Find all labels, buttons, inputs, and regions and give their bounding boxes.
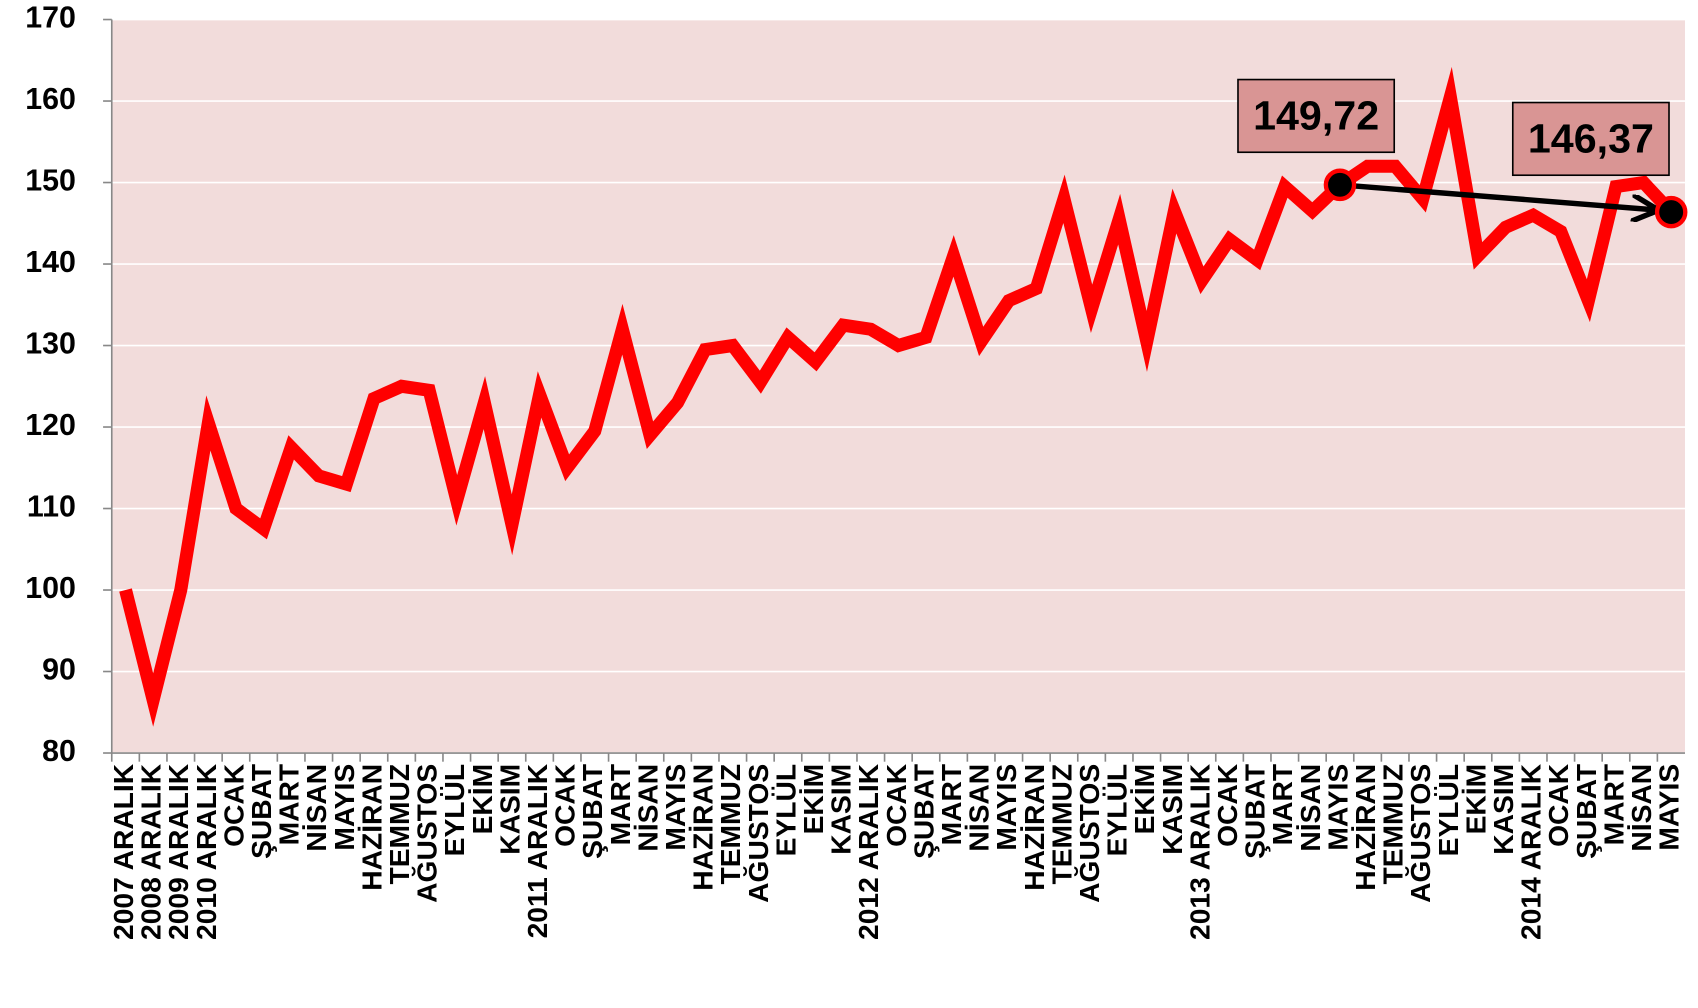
x-tick-label: EYLÜL — [1101, 764, 1133, 856]
x-tick-label: MAYIS — [990, 764, 1022, 851]
x-tick-label: TEMMUZ — [1377, 764, 1409, 885]
x-tick-label: HAZİRAN — [1018, 764, 1050, 891]
x-tick-label: AĞUSTOS — [411, 764, 443, 903]
x-tick-label: AĞUSTOS — [1404, 764, 1436, 903]
y-tick-label: 100 — [25, 571, 76, 605]
y-tick-label: 140 — [25, 245, 76, 279]
x-tick-label: EKİM — [466, 764, 498, 835]
x-tick-label: HAZİRAN — [687, 764, 719, 891]
x-tick-label: TEMMUZ — [714, 764, 746, 885]
value-label: 146,37 — [1528, 115, 1654, 161]
x-tick-label: NİSAN — [1294, 764, 1326, 852]
x-tick-label: MAYIS — [328, 764, 360, 851]
x-tick-label: AĞUSTOS — [1073, 764, 1105, 903]
value-label-box — [1511, 101, 1670, 177]
x-tick-label: NİSAN — [631, 764, 663, 852]
y-tick-label: 150 — [25, 164, 76, 198]
x-tick-label: MAYIS — [659, 764, 691, 851]
x-tick-label: EYLÜL — [769, 764, 801, 856]
y-tick-label: 90 — [42, 653, 76, 687]
x-tick-label: KASIM — [493, 764, 525, 855]
x-tick-label: HAZİRAN — [1349, 764, 1381, 891]
x-tick-label: MART — [1597, 764, 1629, 845]
y-tick-label: 160 — [25, 82, 76, 116]
y-tick-label: 110 — [27, 490, 76, 524]
x-tick-label: OCAK — [880, 763, 912, 847]
x-tick-label: 2010 ARALIK — [190, 763, 222, 940]
x-tick-label: TEMMUZ — [383, 764, 415, 885]
x-tick-label: MART — [1266, 764, 1298, 845]
x-tick-label: AĞUSTOS — [742, 764, 774, 903]
x-tick-label: OCAK — [1542, 763, 1574, 847]
x-tick-label: HAZİRAN — [355, 764, 387, 891]
x-tick-label: NİSAN — [300, 764, 332, 852]
y-tick-label: 120 — [25, 408, 76, 442]
x-tick-label: TEMMUZ — [1045, 764, 1077, 885]
x-tick-label: ŞUBAT — [245, 764, 277, 859]
x-tick-label: 2014 ARALIK — [1515, 763, 1547, 940]
x-tick-label: ŞUBAT — [1239, 764, 1271, 859]
y-tick-label: 130 — [25, 327, 76, 361]
trend-arrow — [1339, 182, 1656, 210]
x-tick-label: OCAK — [549, 763, 581, 847]
x-tick-label: MAYIS — [1653, 764, 1685, 851]
x-tick-label: EKİM — [797, 764, 829, 835]
x-tick-label: OCAK — [217, 763, 249, 847]
point-marker — [1323, 168, 1357, 202]
x-tick-label: MART — [604, 764, 636, 845]
x-tick-label: EYLÜL — [438, 764, 470, 856]
x-tick-label: 2008 ARALIK — [135, 763, 167, 940]
x-tick-label: KASIM — [1156, 764, 1188, 855]
x-tick-label: ŞUBAT — [1570, 764, 1602, 859]
x-tick-label: EKİM — [1459, 764, 1491, 835]
x-tick-label: 2012 ARALIK — [852, 763, 884, 940]
x-tick-label: 2009 ARALIK — [162, 763, 194, 940]
x-tick-label: MAYIS — [1321, 764, 1353, 851]
x-tick-label: ŞUBAT — [576, 764, 608, 859]
x-tick-label: ŞUBAT — [907, 764, 939, 859]
x-tick-label: NİSAN — [1625, 764, 1657, 852]
x-tick-label: EYLÜL — [1432, 764, 1464, 856]
x-tick-label: KASIM — [825, 764, 857, 855]
x-tick-label: 2011 ARALIK — [521, 763, 553, 938]
x-tick-label: 2007 ARALIK — [107, 763, 139, 940]
x-tick-label: EKİM — [1128, 764, 1160, 835]
x-tick-label: MART — [935, 764, 967, 845]
y-tick-label: 170 — [25, 1, 76, 35]
x-tick-label: OCAK — [1211, 763, 1243, 847]
point-marker — [1654, 195, 1688, 229]
plot-area — [111, 19, 1685, 754]
value-label: 149,72 — [1253, 93, 1379, 139]
x-tick-label: 2013 ARALIK — [1183, 763, 1215, 940]
x-tick-label: MART — [273, 764, 305, 845]
x-tick-label: NİSAN — [963, 764, 995, 852]
y-tick-label: 80 — [42, 734, 76, 768]
value-label-box — [1237, 78, 1396, 154]
x-tick-label: KASIM — [1487, 764, 1519, 855]
